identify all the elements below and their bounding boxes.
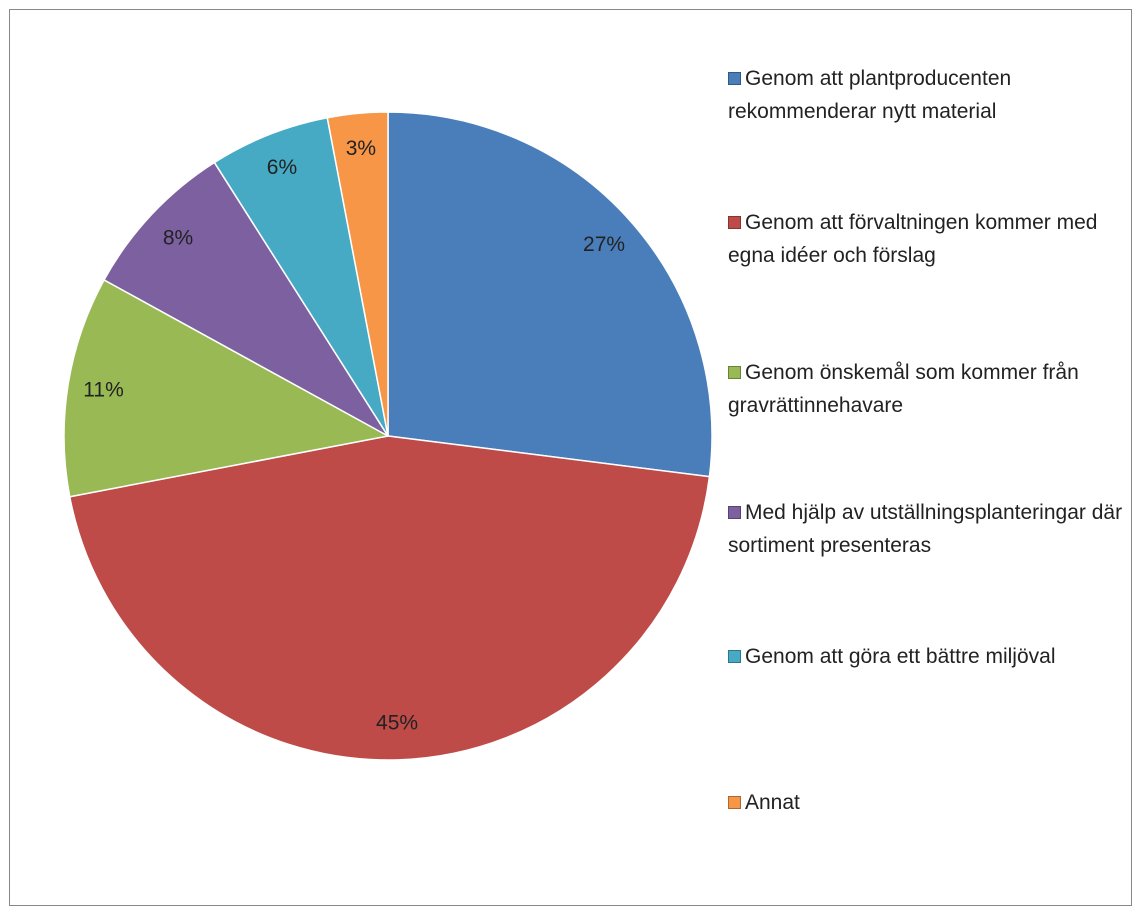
slice bbox=[387, 111, 713, 478]
data-label: 6% bbox=[267, 156, 297, 179]
legend-swatch bbox=[728, 796, 741, 809]
slice bbox=[213, 116, 389, 437]
legend-swatch bbox=[728, 72, 741, 85]
legend-entry: Med hjälp av utställningsplanteringar dä… bbox=[728, 496, 1123, 562]
legend-swatch bbox=[728, 506, 741, 519]
legend-label: Genom att förvaltningen kommer med egna … bbox=[728, 211, 1098, 267]
legend-label: Med hjälp av utställningsplanteringar dä… bbox=[728, 501, 1123, 557]
data-label: 3% bbox=[346, 137, 376, 160]
legend-label: Genom att plantproducenten rekommenderar… bbox=[728, 67, 1012, 123]
slice bbox=[103, 161, 389, 437]
legend-label: Annat bbox=[745, 791, 800, 814]
legend-swatch bbox=[728, 216, 741, 229]
legend-entry: Genom att plantproducenten rekommenderar… bbox=[728, 62, 1123, 128]
data-label: 8% bbox=[163, 226, 193, 249]
data-label: 11% bbox=[83, 378, 123, 401]
slice bbox=[326, 111, 389, 437]
legend-swatch bbox=[728, 366, 741, 379]
legend-entry: Annat bbox=[728, 786, 1123, 819]
legend-entry: Genom att göra ett bättre miljöval bbox=[728, 640, 1123, 673]
data-label: 45% bbox=[376, 711, 418, 734]
data-label: 27% bbox=[583, 233, 625, 256]
legend-entry: Genom att förvaltningen kommer med egna … bbox=[728, 206, 1123, 272]
legend-swatch bbox=[728, 650, 741, 663]
pie bbox=[63, 111, 713, 761]
slice bbox=[63, 278, 391, 498]
legend-label: Genom att göra ett bättre miljöval bbox=[745, 645, 1056, 668]
slice bbox=[68, 435, 711, 761]
legend-label: Genom önskemål som kommer från gravrätti… bbox=[728, 361, 1079, 417]
legend-entry: Genom önskemål som kommer från gravrätti… bbox=[728, 356, 1123, 422]
